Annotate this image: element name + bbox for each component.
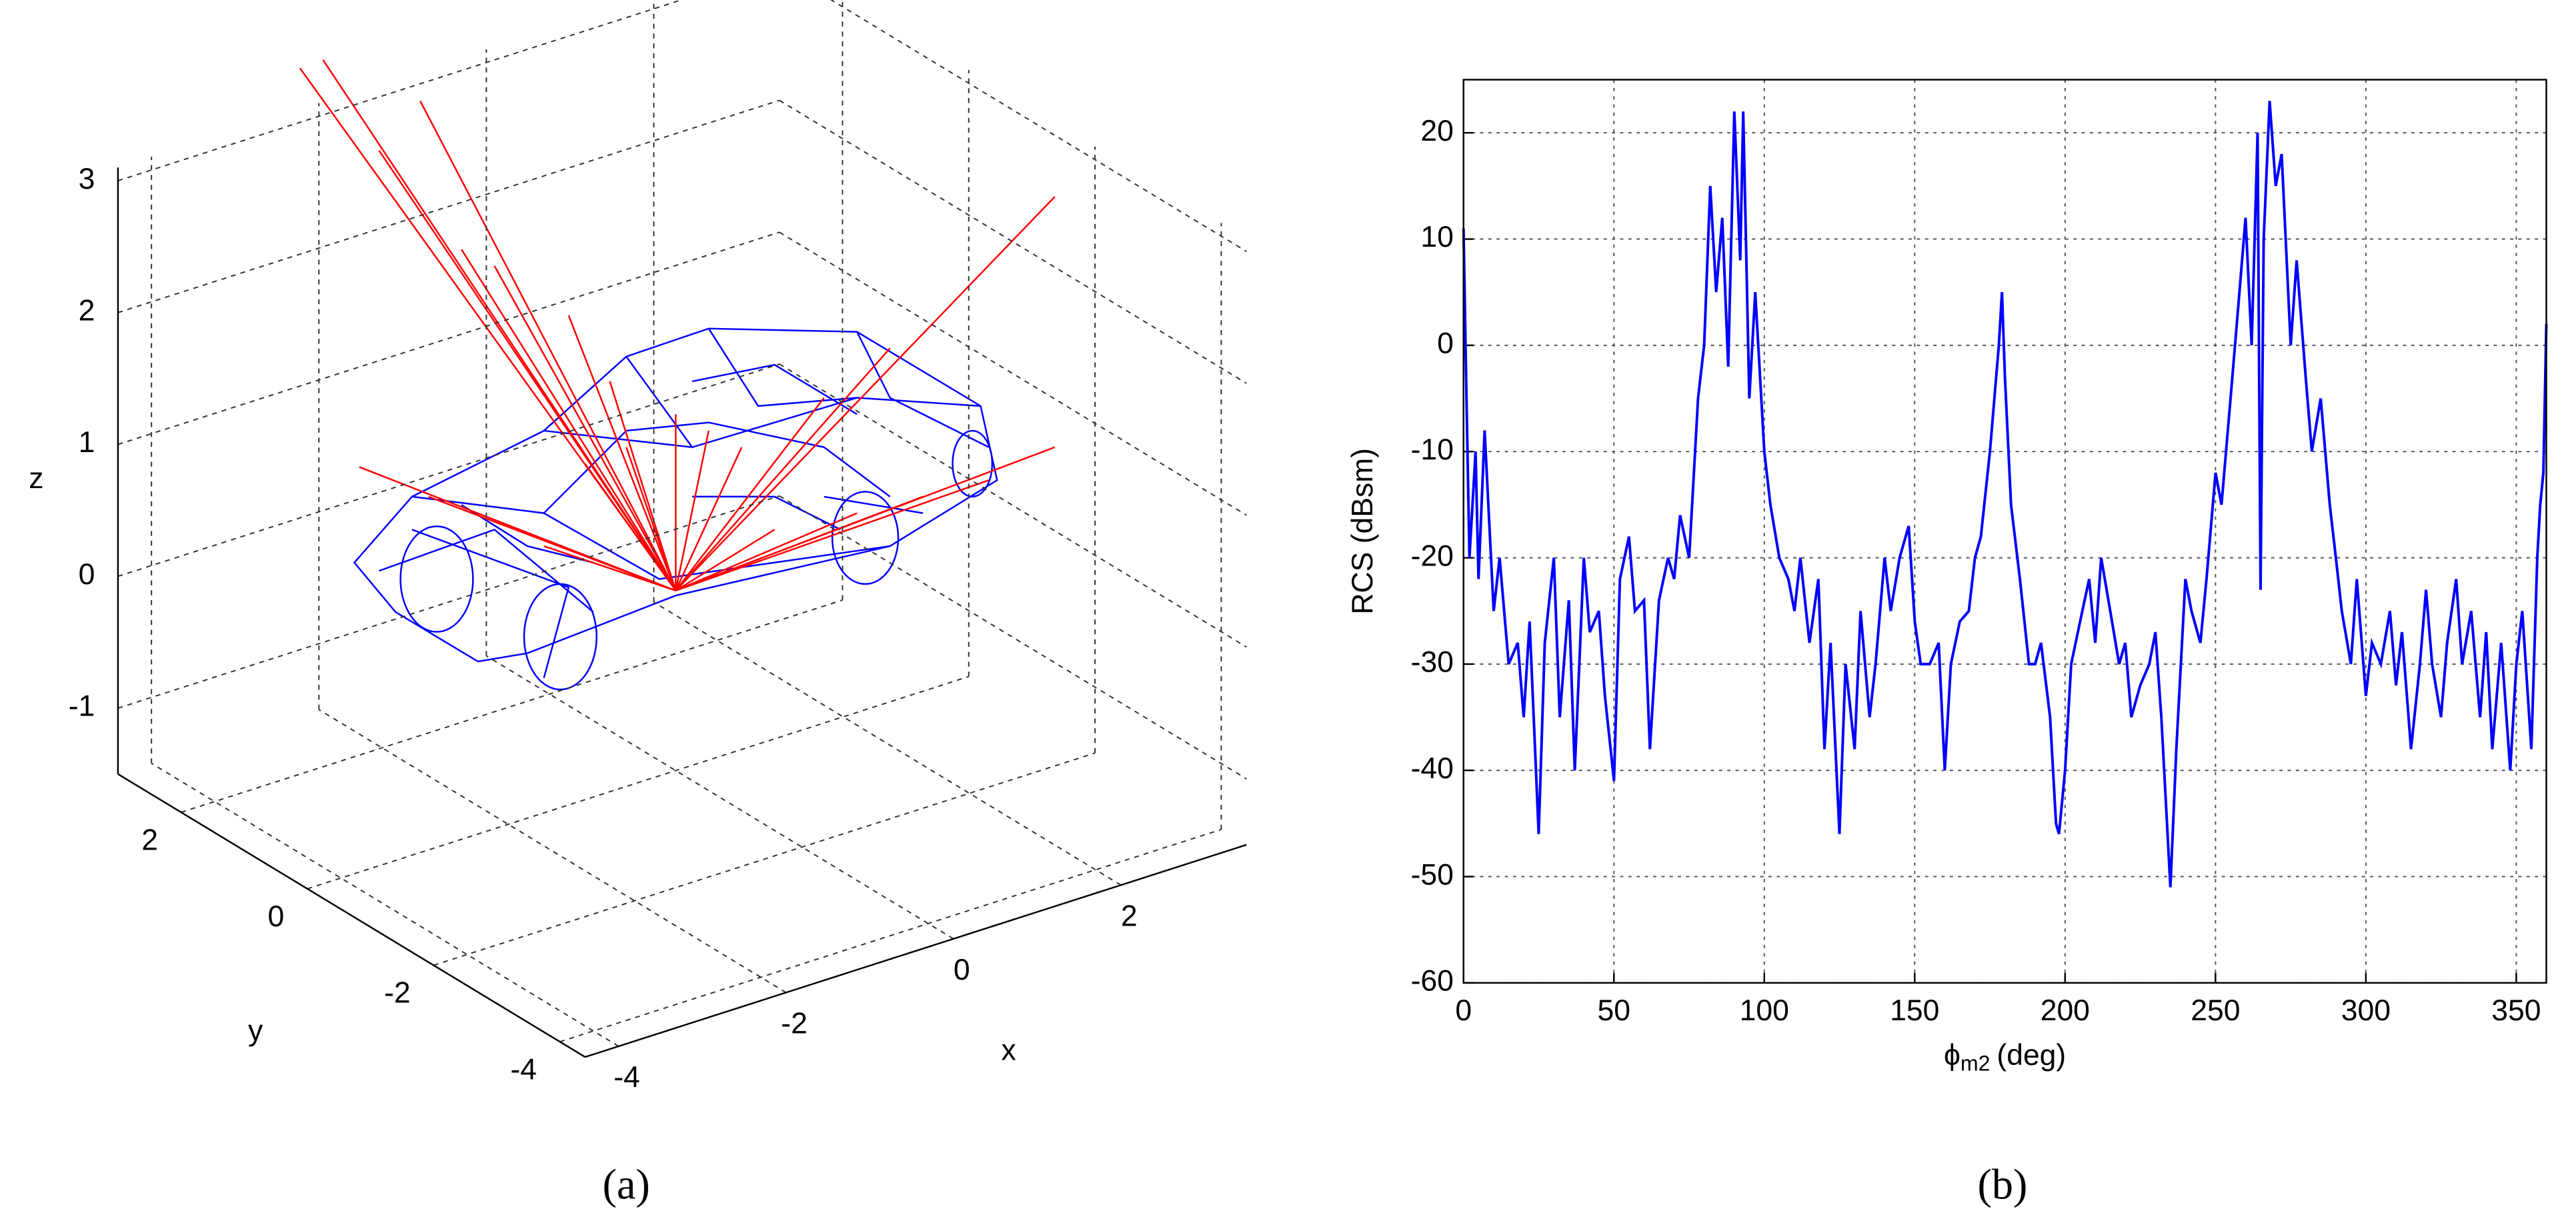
z-tick-label: 1 — [79, 426, 95, 459]
grid-line — [433, 752, 1096, 966]
y-tick-label: -2 — [384, 977, 411, 1010]
y-tick-label: 0 — [268, 900, 285, 933]
grid-line — [779, 363, 1247, 648]
panel-label: (b) — [1977, 1161, 2027, 1208]
grid-line — [117, 495, 780, 709]
z-tick-label: 0 — [79, 558, 95, 591]
y-axis — [117, 773, 586, 1058]
y-tick-label: -30 — [1411, 646, 1454, 679]
z-axis-label: z — [29, 462, 43, 495]
grid-line — [117, 231, 780, 445]
y-tick-label: -10 — [1411, 433, 1454, 466]
grid-line — [559, 828, 1222, 1043]
x-tick-label: 200 — [2041, 994, 2090, 1027]
y-tick-label: -40 — [1411, 752, 1454, 785]
z-tick-label: -1 — [69, 690, 95, 723]
car-wireframe — [353, 327, 998, 691]
y-tick-label: 20 — [1420, 115, 1453, 147]
grid-line — [779, 495, 1247, 780]
plot-area — [1463, 79, 2547, 983]
grid-line — [653, 601, 1122, 886]
z-tick-label: 3 — [79, 163, 95, 195]
y-axis-label: y — [248, 1014, 263, 1047]
grid-line — [117, 99, 780, 313]
grid-line — [485, 655, 954, 940]
y-axis-label: RCS (dBsm) — [1346, 448, 1379, 615]
y-tick-label: -50 — [1411, 858, 1454, 891]
grid-line — [779, 231, 1247, 516]
x-tick-label: 0 — [1455, 994, 1472, 1027]
rcs-line — [1462, 101, 2548, 888]
x-tick-label: -2 — [781, 1008, 808, 1040]
x-axis-label-part: m2 — [1961, 1052, 1991, 1076]
x-axis — [585, 844, 1247, 1058]
x-tick-label: 150 — [1890, 994, 1939, 1027]
x-tick-label: 0 — [954, 954, 970, 986]
x-axis-label: x — [1001, 1034, 1016, 1066]
grid-line — [779, 99, 1247, 384]
x-tick-label: 250 — [2191, 994, 2240, 1027]
x-tick-label: 50 — [1598, 994, 1630, 1027]
y-tick-label: -60 — [1411, 965, 1454, 998]
grid-line — [830, 0, 1247, 252]
y-tick-label: 10 — [1420, 221, 1453, 253]
z-tick-label: 2 — [79, 295, 95, 327]
y-tick-label: 2 — [141, 824, 158, 856]
grid-line — [117, 0, 684, 181]
x-axis-label: ϕm2 (deg) — [1944, 1039, 2066, 1076]
x-tick-label: 350 — [2491, 994, 2541, 1027]
y-tick-label: -4 — [510, 1053, 537, 1086]
y-tick-label: -20 — [1411, 539, 1454, 572]
panel-label: (a) — [603, 1161, 650, 1208]
x-tick-label: 300 — [2341, 994, 2391, 1027]
x-axis-label-part: (deg) — [1997, 1039, 2066, 1072]
grid-line — [151, 762, 619, 1047]
plot-border — [1462, 79, 2547, 984]
grid-line — [181, 599, 843, 814]
x-tick-label: 2 — [1121, 900, 1138, 932]
x-axis-label-part: ϕ — [1944, 1039, 1961, 1072]
x-tick-label: -4 — [613, 1061, 640, 1094]
rays — [299, 59, 1056, 591]
grid-line — [318, 709, 787, 994]
grid-line — [117, 363, 780, 577]
grid-line — [307, 676, 970, 890]
x-tick-label: 100 — [1740, 994, 1789, 1027]
y-tick-label: 0 — [1437, 327, 1454, 360]
